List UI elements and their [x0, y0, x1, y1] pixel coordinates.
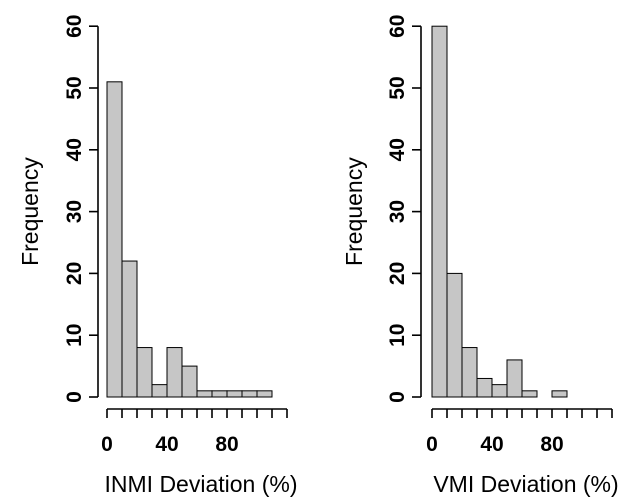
vmi-y-axis-title: Frequency	[341, 157, 367, 266]
inmi-y-ticks: 0 10 20 30 40 50 60	[63, 15, 98, 403]
inmi-y-tick-label: 50	[63, 76, 86, 99]
inmi-bar	[151, 384, 168, 398]
vmi-y-tick-label: 40	[386, 138, 409, 161]
vmi-y-tick-label: 0	[386, 391, 409, 403]
inmi-x-axis-title: INMI Deviation (%)	[105, 471, 298, 497]
vmi-x-ticks: 0 40 80	[426, 409, 613, 456]
inmi-x-ticks: 0 40 80	[101, 409, 288, 456]
histogram-vmi: 0 10 20 30 40 50 60 0 40 80 Frequency VMI Deviat…	[341, 15, 619, 497]
vmi-bar	[551, 390, 568, 398]
vmi-y-tick-label: 50	[386, 76, 409, 99]
vmi-y-ticks: 0 10 20 30 40 50 60	[386, 15, 421, 403]
inmi-bar	[226, 390, 243, 398]
inmi-bar	[211, 390, 228, 398]
inmi-y-axis-title: Frequency	[17, 157, 43, 266]
inmi-y-tick-label: 10	[63, 324, 86, 347]
histogram-inmi: 0 10 20 30 40 50 60 0 40 80 Frequency INMI Devia…	[17, 15, 297, 497]
vmi-x-axis-title: VMI Deviation (%)	[433, 471, 618, 497]
vmi-x-tick-label: 80	[540, 433, 563, 456]
inmi-bar	[106, 81, 123, 398]
vmi-y-tick-label: 20	[386, 262, 409, 285]
inmi-bar	[196, 390, 213, 398]
vmi-bar	[461, 347, 478, 398]
vmi-bar	[446, 272, 463, 398]
inmi-y-tick-label: 0	[63, 391, 86, 403]
vmi-y-tick-label: 30	[386, 200, 409, 223]
vmi-x-tick-label: 0	[426, 433, 438, 456]
inmi-y-tick-label: 30	[63, 200, 86, 223]
vmi-x-tick-label: 40	[480, 433, 503, 456]
inmi-y-tick-label: 60	[63, 15, 86, 38]
inmi-bar	[136, 347, 153, 398]
vmi-bar	[431, 25, 448, 398]
vmi-bars	[431, 25, 568, 398]
inmi-bars	[106, 81, 273, 398]
inmi-x-tick-label: 0	[101, 433, 113, 456]
vmi-bar	[521, 390, 538, 398]
inmi-bar	[256, 390, 273, 398]
inmi-x-tick-label: 80	[215, 433, 238, 456]
vmi-y-tick-label: 10	[386, 324, 409, 347]
inmi-bar	[181, 365, 198, 398]
inmi-y-tick-label: 20	[63, 262, 86, 285]
vmi-y-tick-label: 60	[386, 15, 409, 38]
vmi-bar	[476, 377, 493, 398]
vmi-bar	[491, 384, 508, 398]
inmi-y-tick-label: 40	[63, 138, 86, 161]
vmi-bar	[506, 359, 523, 398]
inmi-bar	[241, 390, 258, 398]
inmi-bar	[121, 260, 138, 398]
inmi-bar	[166, 347, 183, 398]
inmi-x-tick-label: 40	[155, 433, 178, 456]
